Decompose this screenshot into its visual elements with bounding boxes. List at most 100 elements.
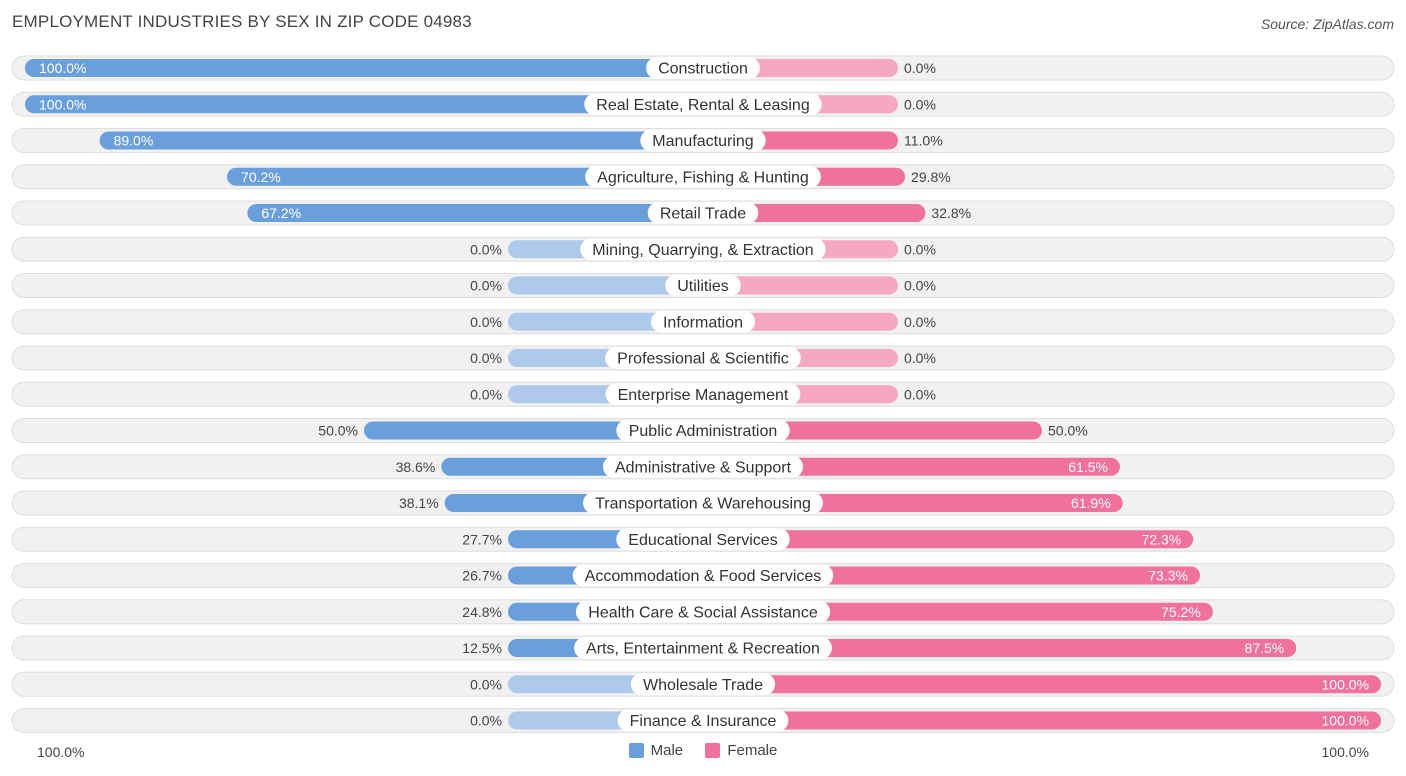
male-value-label: 0.0% — [470, 676, 502, 692]
male-value-label: 0.0% — [470, 713, 502, 729]
female-value-label: 0.0% — [904, 386, 936, 402]
category-pill — [665, 274, 741, 297]
female-value-label: 61.9% — [1071, 495, 1111, 511]
male-value-label: 38.6% — [396, 459, 436, 475]
category-label: Retail Trade — [660, 206, 746, 223]
category-label: Transportation & Warehousing — [595, 496, 811, 513]
bar-female — [703, 711, 1381, 730]
legend-item-male[interactable]: Male — [628, 742, 684, 759]
category-pill — [617, 709, 789, 732]
male-value-label: 0.0% — [470, 278, 502, 294]
category-pill — [605, 383, 801, 406]
category-label: Mining, Quarrying, & Extraction — [592, 242, 813, 259]
category-label: Agriculture, Fishing & Hunting — [597, 169, 809, 186]
male-value-label: 26.7% — [462, 568, 502, 584]
category-label: Real Estate, Rental & Leasing — [596, 97, 809, 114]
male-value-label: 0.0% — [470, 314, 502, 330]
male-value-label: 67.2% — [261, 205, 301, 221]
female-value-label: 0.0% — [904, 350, 936, 366]
legend-item-female[interactable]: Female — [705, 742, 777, 759]
female-value-label: 100.0% — [1322, 713, 1369, 729]
female-value-label: 72.3% — [1141, 531, 1181, 547]
legend: Male Female — [0, 742, 1406, 762]
bar-female — [703, 639, 1297, 657]
bar-female — [703, 675, 1381, 694]
category-pill — [616, 419, 790, 442]
category-label: Professional & Scientific — [617, 351, 789, 368]
category-pill — [602, 455, 804, 478]
category-pill — [584, 93, 822, 116]
category-pill — [574, 637, 832, 659]
category-pill — [647, 202, 759, 224]
category-label: Accommodation & Food Services — [585, 568, 822, 585]
category-pill — [630, 673, 776, 696]
category-pill — [646, 57, 760, 79]
legend-label-female: Female — [727, 742, 778, 759]
female-value-label: 0.0% — [904, 241, 936, 257]
male-value-label: 50.0% — [318, 423, 358, 439]
legend-swatch-female — [705, 743, 721, 758]
bar-female — [703, 602, 1213, 621]
male-value-label: 70.2% — [241, 169, 281, 185]
bar-female — [703, 530, 1194, 549]
male-value-label: 38.1% — [399, 495, 439, 511]
category-label: Wholesale Trade — [643, 677, 763, 694]
category-label: Construction — [658, 61, 748, 78]
category-label: Manufacturing — [652, 133, 753, 150]
bar-female — [703, 276, 898, 295]
male-value-label: 89.0% — [114, 133, 154, 149]
male-value-label: 100.0% — [39, 96, 86, 112]
bar-male — [227, 167, 703, 186]
category-pill — [583, 492, 823, 514]
female-value-label: 32.8% — [931, 205, 971, 221]
legend-label-male: Male — [650, 742, 684, 759]
female-value-label: 11.0% — [904, 133, 943, 149]
category-label: Arts, Entertainment & Recreation — [586, 641, 820, 658]
category-label: Public Administration — [629, 423, 778, 440]
category-pill — [580, 238, 826, 261]
female-value-label: 29.8% — [911, 169, 951, 185]
bar-male — [25, 59, 703, 77]
female-value-label: 100.0% — [1322, 676, 1369, 692]
bar-female — [703, 457, 1120, 476]
bar-male — [508, 276, 703, 295]
chart-svg: 100.0% 0.0% Construction 100.0% 0.0% Real Est… — [11, 55, 1395, 733]
bar-female — [703, 204, 926, 222]
category-label: Enterprise Management — [618, 387, 789, 404]
category-label: Utilities — [677, 278, 729, 295]
bar-male — [25, 95, 703, 114]
male-value-label: 0.0% — [470, 350, 502, 366]
category-pill — [605, 347, 801, 369]
axis-right-label: 100.0% — [1321, 744, 1369, 760]
chart-title: EMPLOYMENT INDUSTRIES BY SEX IN ZIP CODE… — [12, 12, 472, 31]
female-value-label: 75.2% — [1161, 604, 1201, 620]
female-value-label: 73.3% — [1148, 568, 1188, 584]
category-pill — [572, 564, 834, 587]
category-pill — [616, 528, 790, 551]
female-value-label: 50.0% — [1048, 423, 1088, 439]
category-label: Administrative & Support — [615, 459, 792, 476]
category-pill — [585, 165, 821, 188]
male-value-label: 0.0% — [470, 241, 502, 257]
female-value-label: 0.0% — [904, 96, 936, 112]
male-value-label: 24.8% — [462, 604, 502, 620]
category-pill — [640, 129, 766, 152]
bar-male — [247, 204, 703, 222]
category-label: Health Care & Social Assistance — [588, 604, 818, 621]
female-value-label: 0.0% — [904, 278, 936, 294]
female-value-label: 0.0% — [904, 314, 936, 330]
category-label: Finance & Insurance — [630, 713, 777, 730]
source-label: Source: ZipAtlas.com — [1260, 16, 1394, 32]
category-pill — [650, 310, 756, 333]
male-value-label: 100.0% — [39, 60, 86, 76]
bar-male — [99, 131, 703, 150]
male-value-label: 0.0% — [470, 386, 502, 402]
category-label: Educational Services — [628, 532, 777, 549]
female-value-label: 0.0% — [904, 60, 936, 76]
male-value-label: 27.7% — [462, 531, 502, 547]
legend-swatch-male — [628, 743, 644, 758]
category-label: Information — [663, 314, 743, 331]
female-value-label: 61.5% — [1068, 459, 1108, 475]
female-value-label: 87.5% — [1245, 640, 1285, 656]
male-value-label: 12.5% — [462, 640, 502, 656]
